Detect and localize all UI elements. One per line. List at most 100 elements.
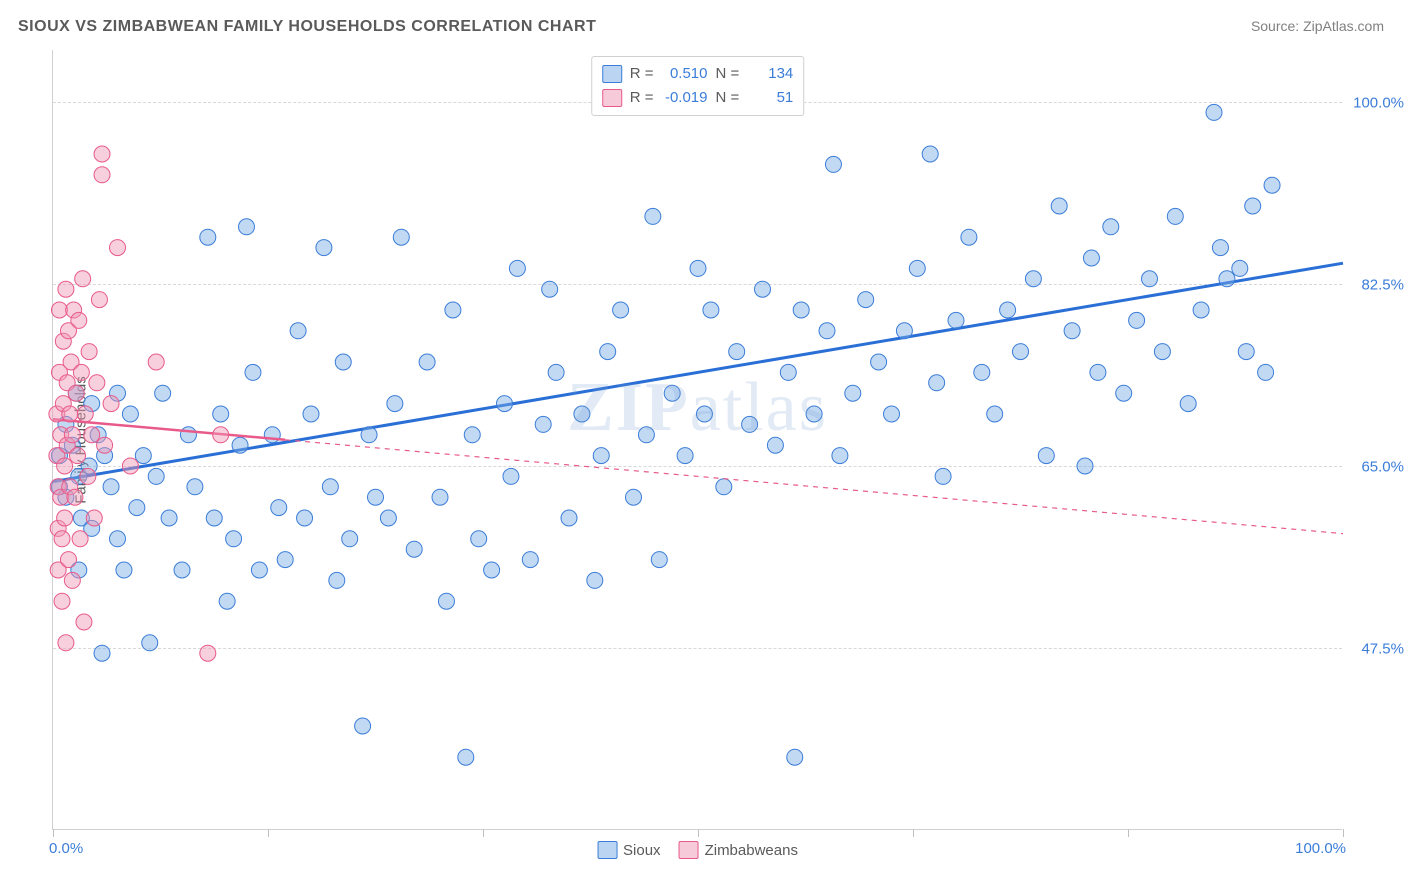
sioux-point bbox=[200, 229, 216, 245]
y-tick-label: 82.5% bbox=[1361, 277, 1404, 294]
sioux-point bbox=[626, 489, 642, 505]
zimbabweans-point bbox=[103, 396, 119, 412]
sioux-point bbox=[103, 479, 119, 495]
sioux-point bbox=[393, 229, 409, 245]
zimbabweans-point bbox=[54, 531, 70, 547]
sioux-point bbox=[1193, 302, 1209, 318]
zimbabweans-point bbox=[91, 292, 107, 308]
chart-container: SIOUX VS ZIMBABWEAN FAMILY HOUSEHOLDS CO… bbox=[0, 0, 1406, 892]
sioux-point bbox=[896, 323, 912, 339]
sioux-point bbox=[1038, 448, 1054, 464]
sioux-point bbox=[677, 448, 693, 464]
sioux-point bbox=[1025, 271, 1041, 287]
swatch-sioux bbox=[602, 65, 622, 83]
sioux-point bbox=[322, 479, 338, 495]
sioux-point bbox=[535, 416, 551, 432]
legend-swatch-sioux bbox=[597, 841, 617, 859]
sioux-point bbox=[135, 448, 151, 464]
zimbabweans-point bbox=[72, 531, 88, 547]
sioux-point bbox=[832, 448, 848, 464]
zimbabweans-point bbox=[200, 645, 216, 661]
zimbabweans-point bbox=[57, 458, 73, 474]
x-tick bbox=[698, 829, 699, 837]
x-tick bbox=[1343, 829, 1344, 837]
sioux-point bbox=[858, 292, 874, 308]
sioux-point bbox=[110, 531, 126, 547]
sioux-point bbox=[1238, 344, 1254, 360]
sioux-point bbox=[522, 552, 538, 568]
scatter-plot-svg bbox=[53, 50, 1342, 829]
sioux-point bbox=[1103, 219, 1119, 235]
source-label: Source: ZipAtlas.com bbox=[1251, 18, 1384, 34]
legend-item-sioux: Sioux bbox=[597, 841, 661, 859]
sioux-point bbox=[1245, 198, 1261, 214]
sioux-point bbox=[509, 260, 525, 276]
sioux-point bbox=[703, 302, 719, 318]
sioux-point bbox=[464, 427, 480, 443]
zimbabweans-point bbox=[86, 510, 102, 526]
sioux-point bbox=[219, 593, 235, 609]
sioux-point bbox=[116, 562, 132, 578]
sioux-point bbox=[180, 427, 196, 443]
r-label: R = bbox=[630, 86, 654, 110]
sioux-point bbox=[335, 354, 351, 370]
sioux-point bbox=[155, 385, 171, 401]
zimbabweans-point bbox=[213, 427, 229, 443]
n-label: N = bbox=[716, 86, 740, 110]
sioux-point bbox=[387, 396, 403, 412]
bottom-legend: Sioux Zimbabweans bbox=[597, 841, 798, 859]
zimbabweans-point bbox=[148, 354, 164, 370]
sioux-point bbox=[290, 323, 306, 339]
n-label: N = bbox=[716, 62, 740, 86]
sioux-point bbox=[503, 468, 519, 484]
sioux-point bbox=[471, 531, 487, 547]
zimbabweans-point bbox=[67, 489, 83, 505]
sioux-point bbox=[1264, 177, 1280, 193]
legend-label-sioux: Sioux bbox=[623, 842, 661, 859]
stats-row-sioux: R = 0.510 N = 134 bbox=[602, 62, 794, 86]
sioux-point bbox=[948, 312, 964, 328]
zimbabweans-point bbox=[58, 635, 74, 651]
zimbabweans-point bbox=[81, 344, 97, 360]
sioux-point bbox=[316, 240, 332, 256]
zimbabweans-point bbox=[54, 593, 70, 609]
sioux-point bbox=[239, 219, 255, 235]
sioux-point bbox=[806, 406, 822, 422]
sioux-point bbox=[561, 510, 577, 526]
zimbabweans-trend-line-extrapolated bbox=[285, 440, 1343, 534]
zimbabweans-point bbox=[97, 437, 113, 453]
sioux-point bbox=[935, 468, 951, 484]
sioux-point bbox=[432, 489, 448, 505]
y-tick-label: 100.0% bbox=[1353, 95, 1404, 112]
x-tick bbox=[913, 829, 914, 837]
sioux-point bbox=[445, 302, 461, 318]
sioux-point bbox=[961, 229, 977, 245]
sioux-point bbox=[206, 510, 222, 526]
sioux-point bbox=[1129, 312, 1145, 328]
sioux-n-value: 134 bbox=[747, 62, 793, 86]
sioux-point bbox=[1051, 198, 1067, 214]
x-tick bbox=[1128, 829, 1129, 837]
x-axis-min-label: 0.0% bbox=[49, 840, 83, 857]
y-tick-label: 65.0% bbox=[1361, 459, 1404, 476]
stats-legend: R = 0.510 N = 134 R = -0.019 N = 51 bbox=[591, 56, 805, 116]
sioux-point bbox=[574, 406, 590, 422]
sioux-point bbox=[94, 645, 110, 661]
zimbabweans-point bbox=[84, 427, 100, 443]
sioux-point bbox=[458, 749, 474, 765]
zimbabweans-point bbox=[58, 281, 74, 297]
sioux-point bbox=[787, 749, 803, 765]
sioux-point bbox=[1090, 364, 1106, 380]
sioux-point bbox=[587, 572, 603, 588]
sioux-point bbox=[542, 281, 558, 297]
plot-area: Family Households 47.5%65.0%82.5%100.0% … bbox=[52, 50, 1342, 830]
sioux-point bbox=[1077, 458, 1093, 474]
sioux-point bbox=[845, 385, 861, 401]
sioux-point bbox=[1232, 260, 1248, 276]
sioux-point bbox=[1116, 385, 1132, 401]
sioux-point bbox=[226, 531, 242, 547]
sioux-point bbox=[1258, 364, 1274, 380]
sioux-point bbox=[742, 416, 758, 432]
sioux-point bbox=[664, 385, 680, 401]
sioux-point bbox=[174, 562, 190, 578]
